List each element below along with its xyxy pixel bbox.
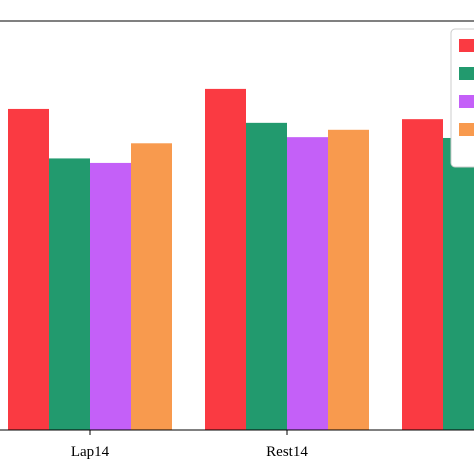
bar-series-3-lap14 <box>90 162 131 430</box>
legend <box>450 28 474 168</box>
bar-series-2-re <box>443 137 474 430</box>
bar-series-1-rest14 <box>205 88 246 431</box>
legend-swatch-2 <box>459 67 474 80</box>
legend-swatch-4 <box>459 123 474 136</box>
bar-series-4-lap14 <box>131 143 172 430</box>
bar-series-1-re <box>402 119 443 430</box>
x-tick-label-lap14: Lap14 <box>71 444 110 460</box>
bars-layer <box>8 88 474 431</box>
bar-series-4-rest14 <box>328 129 369 430</box>
legend-swatch-1 <box>459 39 474 52</box>
bar-series-2-rest14 <box>246 122 287 430</box>
bar-series-2-lap14 <box>49 158 90 430</box>
bar-series-3-rest14 <box>287 137 328 430</box>
legend-swatch-3 <box>459 95 474 108</box>
bar-series-1-lap14 <box>8 108 49 430</box>
x-tick-label-rest14: Rest14 <box>266 444 308 460</box>
x-axis-ticks: Lap14Rest14Re <box>71 430 308 460</box>
